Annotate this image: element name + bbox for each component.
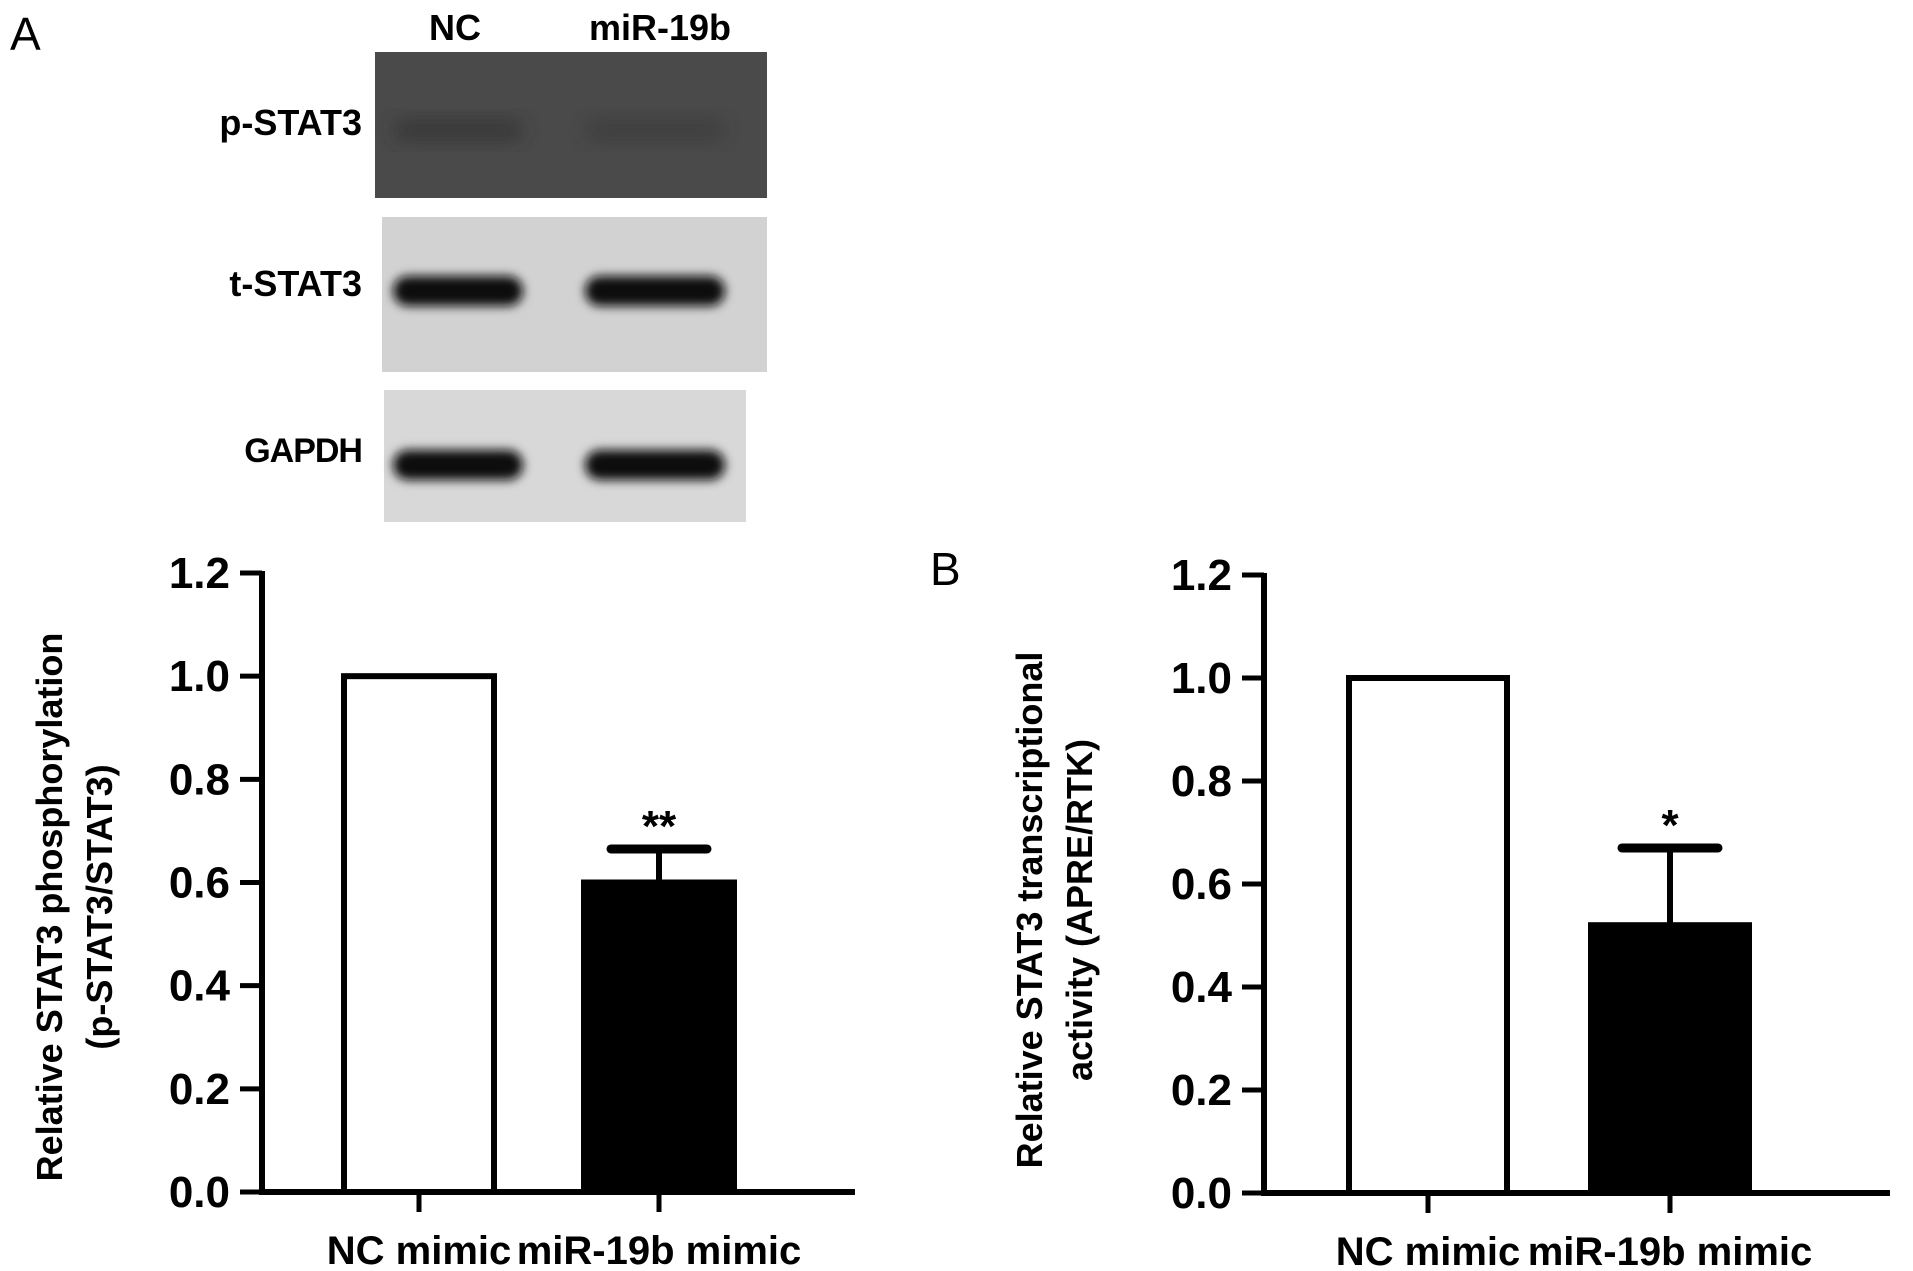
chart-a-ylabel-line2: (p-STAT3/STAT3) bbox=[79, 764, 120, 1049]
chart-b-ytick-label: 0.4 bbox=[1171, 963, 1233, 1012]
chart-a: Relative STAT3 phosphorylation (p-STAT3/… bbox=[29, 549, 855, 1271]
blot-row-label-gapdh: GAPDH bbox=[244, 432, 362, 470]
chart-a-ytick-label: 0.2 bbox=[169, 1065, 230, 1114]
blot-band-t-stat3-mir19b bbox=[585, 276, 725, 306]
chart-a-ytick-label: 1.2 bbox=[169, 549, 230, 598]
blot-band-p-stat3-nc bbox=[393, 119, 523, 141]
blot-band-gapdh-mir19b bbox=[585, 450, 725, 480]
chart-a-ytick-label: 0.0 bbox=[169, 1168, 230, 1217]
blot-band-t-stat3-nc bbox=[393, 276, 523, 306]
chart-a-ytick-label: 1.0 bbox=[169, 652, 230, 701]
blot-row-label-t-stat3: t-STAT3 bbox=[229, 263, 362, 304]
chart-a-ytick-label: 0.4 bbox=[169, 962, 231, 1011]
chart-a-category-label: NC mimic bbox=[327, 1229, 512, 1271]
chart-b-ytick-label: 0.8 bbox=[1171, 757, 1232, 806]
chart-b: Relative STAT3 transcriptional activity … bbox=[1009, 551, 1890, 1271]
chart-a-bar-mir19b-mimic bbox=[581, 879, 737, 1195]
chart-a-significance-mark: ** bbox=[642, 802, 677, 851]
chart-a-ylabel-line1: Relative STAT3 phosphorylation bbox=[29, 633, 70, 1182]
blot-band-gapdh-nc bbox=[393, 450, 523, 480]
panel-b-letter: B bbox=[930, 543, 961, 595]
blot-band-p-stat3-mir19b bbox=[585, 119, 725, 141]
blot-images bbox=[375, 52, 767, 522]
chart-a-bar-nc-mimic bbox=[341, 673, 497, 1195]
chart-b-ytick-label: 1.0 bbox=[1171, 654, 1232, 703]
chart-b-ytick-label: 0.6 bbox=[1171, 860, 1232, 909]
chart-a-ytick-label: 0.6 bbox=[169, 859, 230, 908]
lane-label-nc: NC bbox=[429, 7, 481, 48]
chart-b-ylabel-line2: activity (APRE/RTK) bbox=[1059, 739, 1100, 1081]
chart-a-category-label: miR-19b mimic bbox=[517, 1229, 802, 1271]
chart-a-ytick-label: 0.8 bbox=[169, 755, 230, 804]
western-blot: NC miR-19b p-STAT3 t-STAT3 GAPDH bbox=[219, 7, 767, 522]
chart-b-bar-mir19b-mimic bbox=[1588, 922, 1752, 1196]
lane-label-mir19b: miR-19b bbox=[589, 7, 731, 48]
chart-b-ytick-label: 0.2 bbox=[1171, 1066, 1232, 1115]
panel-a-letter: A bbox=[10, 8, 41, 60]
chart-b-ytick-label: 1.2 bbox=[1171, 551, 1232, 600]
chart-b-significance-mark: * bbox=[1661, 801, 1679, 850]
chart-b-category-label: miR-19b mimic bbox=[1528, 1230, 1813, 1271]
chart-b-bar-nc-mimic bbox=[1346, 675, 1510, 1196]
chart-b-ytick-label: 0.0 bbox=[1171, 1169, 1232, 1218]
chart-b-category-label: NC mimic bbox=[1336, 1230, 1521, 1271]
blot-row-label-p-stat3: p-STAT3 bbox=[219, 102, 362, 143]
chart-b-ylabel-line1: Relative STAT3 transcriptional bbox=[1009, 652, 1050, 1169]
